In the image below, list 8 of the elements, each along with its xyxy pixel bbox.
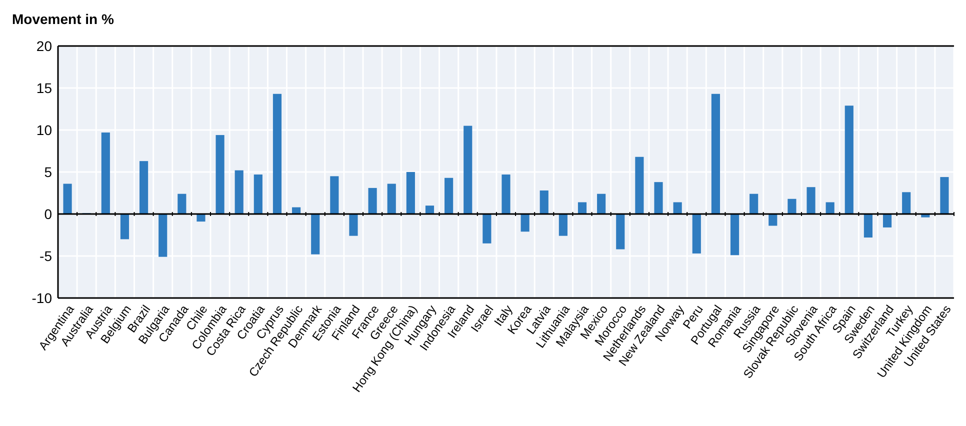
y-tick-label: 10: [36, 122, 52, 138]
chart-title: Movement in %: [12, 11, 114, 27]
y-tick-label: -5: [40, 248, 52, 264]
y-tick-label: 5: [44, 164, 52, 180]
y-tick-label: 20: [36, 38, 52, 54]
y-tick-label: 0: [44, 206, 52, 222]
y-tick-label: 15: [36, 80, 52, 96]
y-tick-label: -10: [32, 290, 52, 306]
